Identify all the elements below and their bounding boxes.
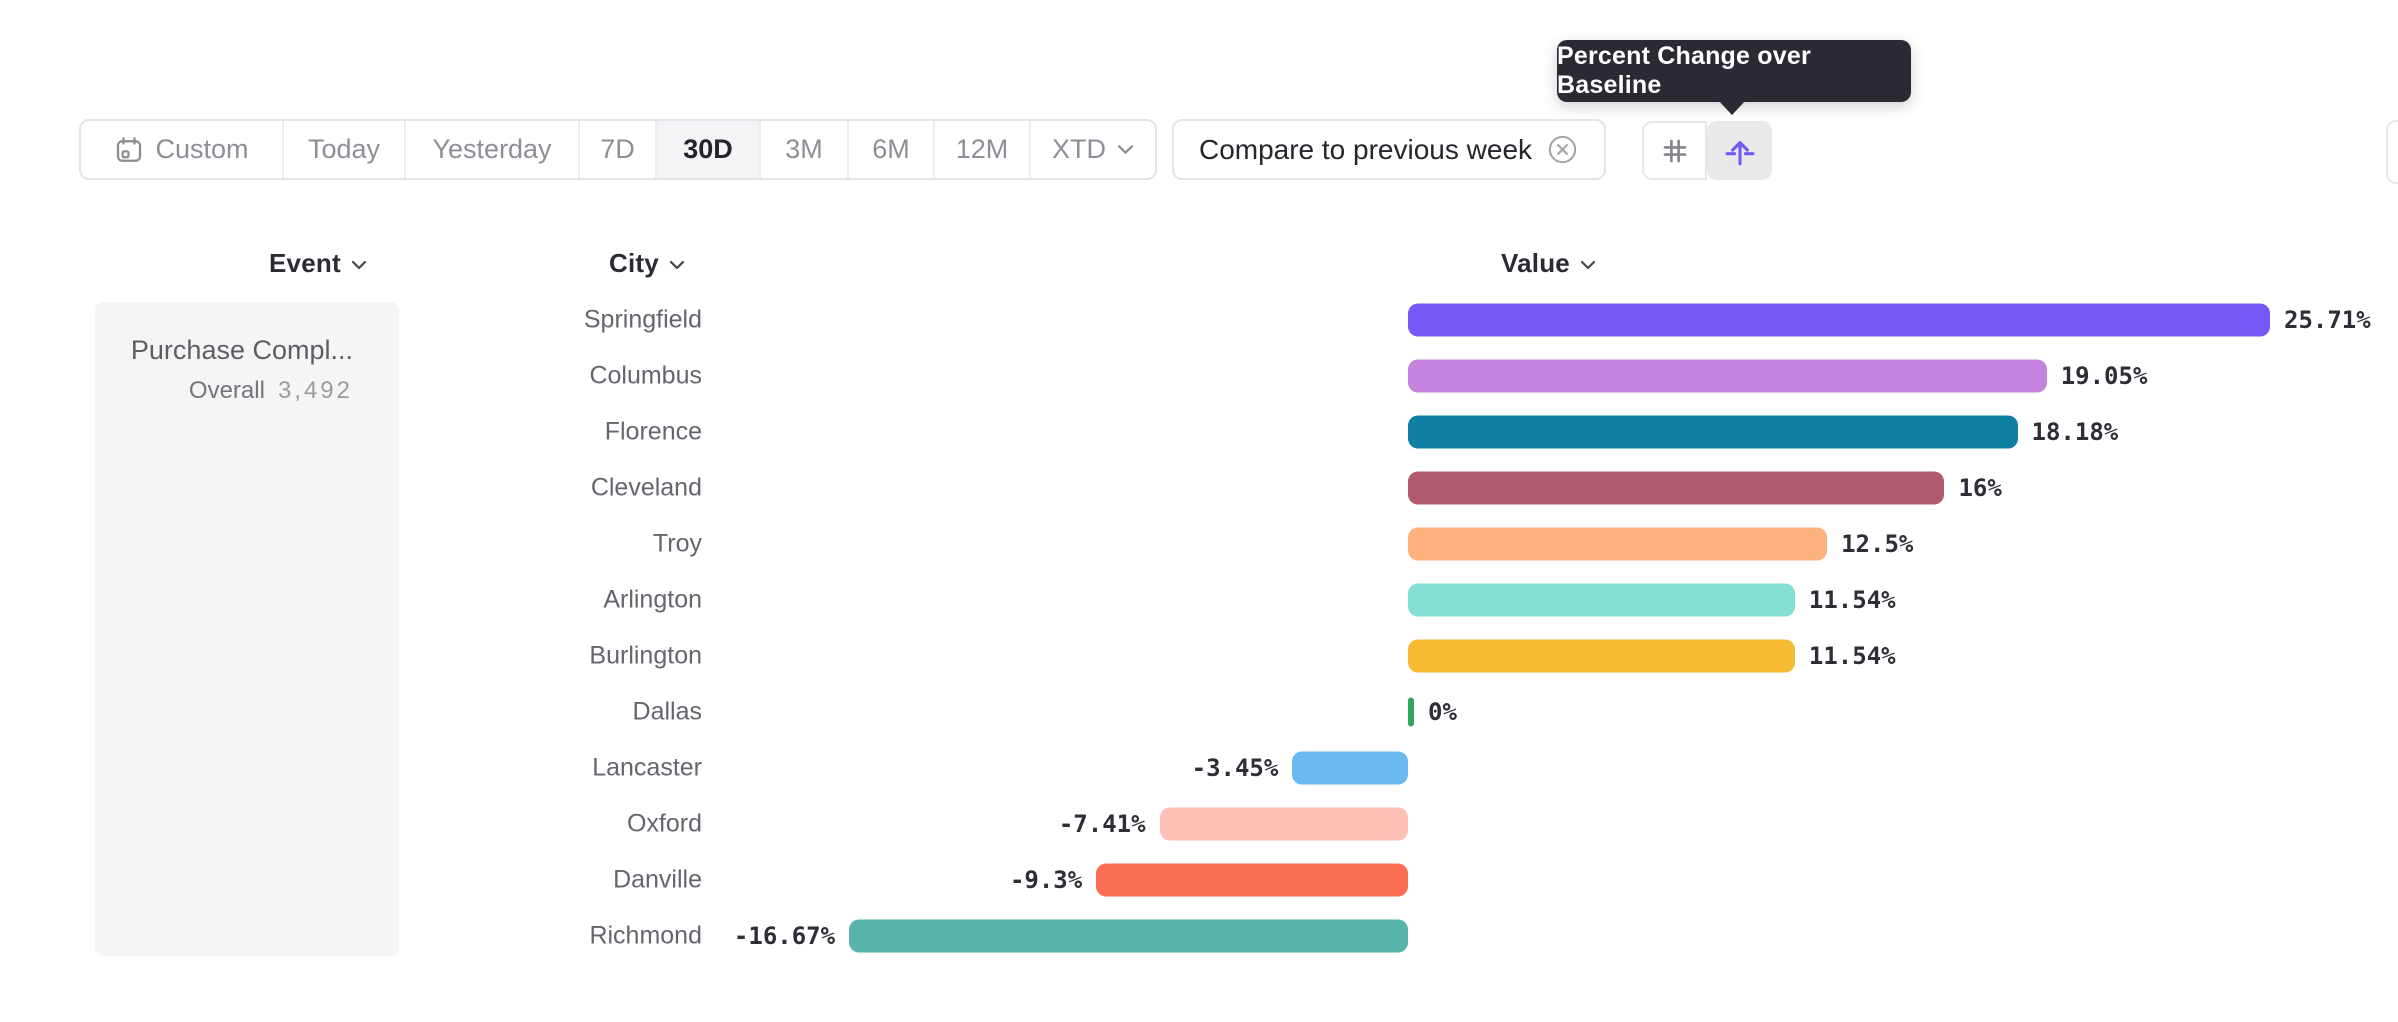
date-range-label: 30D <box>683 134 733 164</box>
hash-icon <box>1659 135 1691 167</box>
chart-row: Dallas 0% <box>0 684 2398 740</box>
value-bar[interactable] <box>1408 697 1414 727</box>
column-header-event[interactable]: Event <box>269 247 367 279</box>
column-header-label: Value <box>1501 247 1570 278</box>
value-bar[interactable] <box>1408 359 2047 393</box>
bar-chart: Springfield 25.71% Columbus 19.05% Florence 1… <box>0 292 2398 964</box>
compare-chip-label: Compare to previous week <box>1198 133 1533 165</box>
value-bar[interactable] <box>1096 863 1408 897</box>
chart-row: Burlington 11.54% <box>0 628 2398 684</box>
chart-row: Troy 12.5% <box>0 516 2398 572</box>
value-bar[interactable] <box>1408 527 1828 561</box>
chart-row: Arlington 11.54% <box>0 572 2398 628</box>
column-header-city[interactable]: City <box>609 247 685 279</box>
value-label: 19.05% <box>2060 362 2148 390</box>
value-label: 11.54% <box>1808 642 1896 670</box>
number-view-button[interactable] <box>1642 121 1707 180</box>
value-bar[interactable] <box>1408 303 2270 337</box>
city-label: Columbus <box>589 361 702 390</box>
date-range-button-custom[interactable]: Custom <box>81 121 284 178</box>
city-label: Lancaster <box>592 753 702 782</box>
percent-change-view-button[interactable] <box>1707 121 1772 180</box>
event-overall-row: Overall 3,492 <box>95 377 353 405</box>
column-header-value[interactable]: Value <box>1501 247 1596 279</box>
chart-row: Columbus 19.05% <box>0 348 2398 404</box>
chart-row: Richmond -16.67% <box>0 908 2398 964</box>
calendar-icon <box>114 135 144 165</box>
date-range-button-7d[interactable]: 7D <box>580 121 657 178</box>
city-label: Burlington <box>589 641 702 670</box>
value-label: 11.54% <box>1808 586 1896 614</box>
date-range-label: 6M <box>872 134 910 164</box>
date-range-label: 12M <box>955 134 1009 164</box>
city-label: Arlington <box>603 585 702 614</box>
value-label: -7.41% <box>1058 810 1146 838</box>
value-label: -3.45% <box>1191 754 1279 782</box>
view-toggle <box>1642 121 1772 180</box>
value-bar[interactable] <box>1408 583 1795 617</box>
date-range-label: 3M <box>785 134 823 164</box>
value-bar[interactable] <box>1408 639 1795 673</box>
city-label: Troy <box>652 529 702 558</box>
city-label: Oxford <box>626 809 702 838</box>
value-label: -16.67% <box>733 922 836 950</box>
value-bar[interactable] <box>1159 807 1408 841</box>
circle-x-icon[interactable] <box>1546 133 1579 166</box>
clipped-edge-button[interactable] <box>2386 120 2398 184</box>
date-range-toolbar: Custom Today Yesterday 7D 30D 3M 6M 12M … <box>79 119 1157 180</box>
date-range-label: Today <box>307 134 381 164</box>
city-label: Springfield <box>583 305 702 334</box>
city-label: Dallas <box>632 697 702 726</box>
city-label: Danville <box>613 865 702 894</box>
baseline-arrow-icon <box>1723 134 1757 168</box>
value-label: 25.71% <box>2284 306 2371 334</box>
chart-row: Cleveland 16% <box>0 460 2398 516</box>
chevron-down-icon <box>1117 144 1134 155</box>
event-card[interactable]: Purchase Compl... Overall 3,492 <box>95 302 399 956</box>
value-bar[interactable] <box>1408 415 2018 449</box>
chart-row: Lancaster -3.45% <box>0 740 2398 796</box>
event-name: Purchase Compl... <box>130 335 353 365</box>
date-range-button-3m[interactable]: 3M <box>761 121 849 178</box>
city-label: Richmond <box>589 921 702 950</box>
chart-row: Springfield 25.71% <box>0 292 2398 348</box>
chart-row: Florence 18.18% <box>0 404 2398 460</box>
tooltip-pointer <box>1717 99 1747 115</box>
chevron-down-icon <box>351 260 367 270</box>
column-header-label: Event <box>269 247 341 278</box>
chart-row: Danville -9.3% <box>0 852 2398 908</box>
value-label: -9.3% <box>1009 866 1083 894</box>
compare-chip[interactable]: Compare to previous week <box>1172 119 1606 180</box>
value-label: 0% <box>1428 698 1457 726</box>
value-bar[interactable] <box>1292 751 1408 785</box>
value-label: 18.18% <box>2031 418 2119 446</box>
date-range-button-12m[interactable]: 12M <box>935 121 1031 178</box>
value-bar[interactable] <box>849 919 1408 953</box>
date-range-label: 7D <box>600 134 635 164</box>
date-range-button-30d[interactable]: 30D <box>657 121 761 178</box>
value-bar[interactable] <box>1408 471 1945 505</box>
date-range-button-6m[interactable]: 6M <box>849 121 935 178</box>
date-range-button-xtd[interactable]: XTD <box>1031 121 1155 178</box>
city-label: Cleveland <box>590 473 702 502</box>
date-range-label: Yesterday <box>432 134 552 164</box>
date-range-button-yesterday[interactable]: Yesterday <box>406 121 580 178</box>
value-label: 16% <box>1958 474 2002 502</box>
chevron-down-icon <box>1580 260 1596 270</box>
city-label: Florence <box>604 417 702 446</box>
column-header-label: City <box>609 247 659 278</box>
chart-row: Oxford -7.41% <box>0 796 2398 852</box>
date-range-button-today[interactable]: Today <box>284 121 406 178</box>
tooltip: Percent Change over Baseline <box>1557 40 1911 102</box>
value-label: 12.5% <box>1841 530 1914 558</box>
overall-label: Overall <box>188 377 265 404</box>
date-range-label: Custom <box>155 134 249 164</box>
chevron-down-icon <box>669 260 685 270</box>
overall-value: 3,492 <box>277 377 353 404</box>
date-range-label: XTD <box>1052 134 1106 164</box>
tooltip-text: Percent Change over Baseline <box>1557 42 1811 99</box>
